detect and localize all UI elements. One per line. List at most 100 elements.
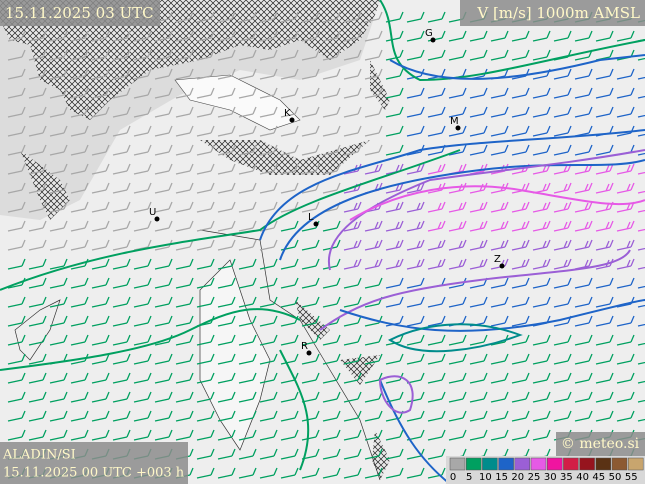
wind-barb — [343, 258, 362, 270]
wind-barb — [637, 399, 645, 403]
wind-barb — [280, 68, 299, 80]
wind-barb — [448, 144, 467, 156]
wind-barb — [469, 372, 488, 384]
wind-barb — [133, 220, 152, 232]
wind-barb — [7, 106, 26, 118]
wind-barb — [175, 277, 194, 289]
wind-barb — [28, 429, 47, 441]
wind-barb — [133, 391, 152, 403]
wind-barb — [574, 239, 593, 251]
legend-label: 35 — [560, 472, 573, 483]
wind-barb — [154, 277, 173, 289]
wind-barb — [322, 448, 341, 460]
wind-barb — [616, 277, 635, 289]
wind-barb — [511, 296, 530, 308]
wind-barb — [322, 239, 341, 251]
wind-barb — [49, 163, 68, 175]
wind-barb — [280, 163, 299, 175]
wind-barb — [91, 391, 110, 403]
wind-barb — [448, 106, 467, 118]
wind-barb — [112, 372, 131, 384]
wind-barb — [364, 49, 383, 61]
wind-barb — [238, 448, 257, 460]
wind-barb — [553, 220, 572, 232]
wind-barb — [406, 106, 425, 118]
legend-label: 20 — [511, 472, 524, 483]
wind-barb — [427, 201, 446, 213]
wind-barb — [322, 334, 341, 346]
wind-barb — [196, 68, 215, 80]
wind-barb — [112, 125, 131, 137]
wind-barb — [280, 144, 299, 156]
wind-barb — [91, 163, 110, 175]
wind-barb — [301, 106, 320, 118]
wind-barb — [28, 30, 47, 42]
wind-barb — [490, 239, 509, 251]
wind-barb — [301, 182, 320, 194]
wind-barb — [259, 163, 278, 175]
wind-barb — [511, 429, 530, 441]
wind-barb — [616, 239, 635, 251]
wind-barb — [175, 163, 194, 175]
wind-barb — [7, 410, 26, 422]
wind-barb — [532, 429, 551, 441]
wind-barb — [259, 277, 278, 289]
wind-barb — [196, 372, 215, 384]
wind-barb — [301, 239, 320, 251]
wind-barb — [70, 315, 89, 327]
wind-barb — [406, 201, 425, 213]
wind-barb — [490, 106, 509, 118]
wind-barb — [301, 277, 320, 289]
wind-barb — [238, 87, 257, 99]
wind-barb — [154, 391, 173, 403]
wind-barb — [91, 201, 110, 213]
wind-barb — [112, 30, 131, 42]
wind-barb — [49, 49, 68, 61]
wind-barb — [280, 334, 299, 346]
wind-barb — [427, 106, 446, 118]
wind-barb — [112, 182, 131, 194]
wind-barb — [427, 163, 446, 175]
wind-barb — [280, 258, 299, 270]
wind-barb — [511, 106, 530, 118]
wind-barb — [616, 391, 635, 403]
wind-barb — [532, 391, 551, 403]
high-terrain — [295, 300, 390, 480]
wind-barb — [28, 87, 47, 99]
wind-barb — [259, 125, 278, 137]
wind-barb — [406, 49, 425, 61]
wind-barb — [511, 372, 530, 384]
wind-barb — [49, 296, 68, 308]
wind-barb — [259, 296, 278, 308]
wind-barb — [175, 353, 194, 365]
legend-label: 15 — [495, 472, 508, 483]
wind-barb — [175, 372, 194, 384]
wind-barb — [217, 353, 236, 365]
wind-barb — [238, 68, 257, 80]
wind-barb — [343, 467, 362, 479]
wind-barb — [553, 30, 572, 42]
wind-barb — [217, 144, 236, 156]
wind-barb — [553, 239, 572, 251]
wind-barb — [553, 353, 572, 365]
wind-barb — [217, 163, 236, 175]
wind-barb — [532, 277, 551, 289]
wind-barb — [301, 410, 320, 422]
wind-barb — [511, 258, 530, 270]
wind-barb — [154, 144, 173, 156]
wind-barb — [238, 163, 257, 175]
wind-barb — [406, 296, 425, 308]
wind-barb — [280, 125, 299, 137]
wind-barb — [217, 239, 236, 251]
legend-swatch — [449, 457, 466, 471]
wind-barb — [133, 372, 152, 384]
wind-barb — [154, 182, 173, 194]
wind-barb — [553, 334, 572, 346]
wind-barb — [469, 410, 488, 422]
wind-barb — [490, 144, 509, 156]
wind-barb — [637, 209, 645, 213]
wind-barb — [364, 448, 383, 460]
wind-barb — [133, 258, 152, 270]
wind-barb — [448, 334, 467, 346]
wind-barb — [7, 182, 26, 194]
